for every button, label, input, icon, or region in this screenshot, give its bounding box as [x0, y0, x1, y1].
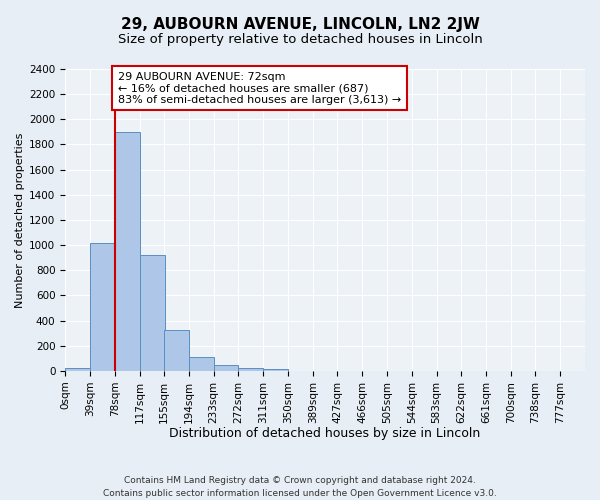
- Bar: [140, 255, 164, 371]
- Text: 29 AUBOURN AVENUE: 72sqm
← 16% of detached houses are smaller (687)
83% of semi-: 29 AUBOURN AVENUE: 72sqm ← 16% of detach…: [118, 72, 401, 104]
- X-axis label: Distribution of detached houses by size in Lincoln: Distribution of detached houses by size …: [169, 427, 481, 440]
- Bar: [189, 357, 214, 371]
- Bar: [90, 242, 115, 371]
- Bar: [65, 368, 90, 371]
- Bar: [214, 364, 238, 371]
- Bar: [238, 368, 263, 371]
- Text: Contains HM Land Registry data © Crown copyright and database right 2024.
Contai: Contains HM Land Registry data © Crown c…: [103, 476, 497, 498]
- Text: 29, AUBOURN AVENUE, LINCOLN, LN2 2JW: 29, AUBOURN AVENUE, LINCOLN, LN2 2JW: [121, 18, 479, 32]
- Bar: [115, 132, 140, 371]
- Text: Size of property relative to detached houses in Lincoln: Size of property relative to detached ho…: [118, 32, 482, 46]
- Bar: [164, 330, 189, 371]
- Bar: [263, 369, 288, 371]
- Y-axis label: Number of detached properties: Number of detached properties: [15, 132, 25, 308]
